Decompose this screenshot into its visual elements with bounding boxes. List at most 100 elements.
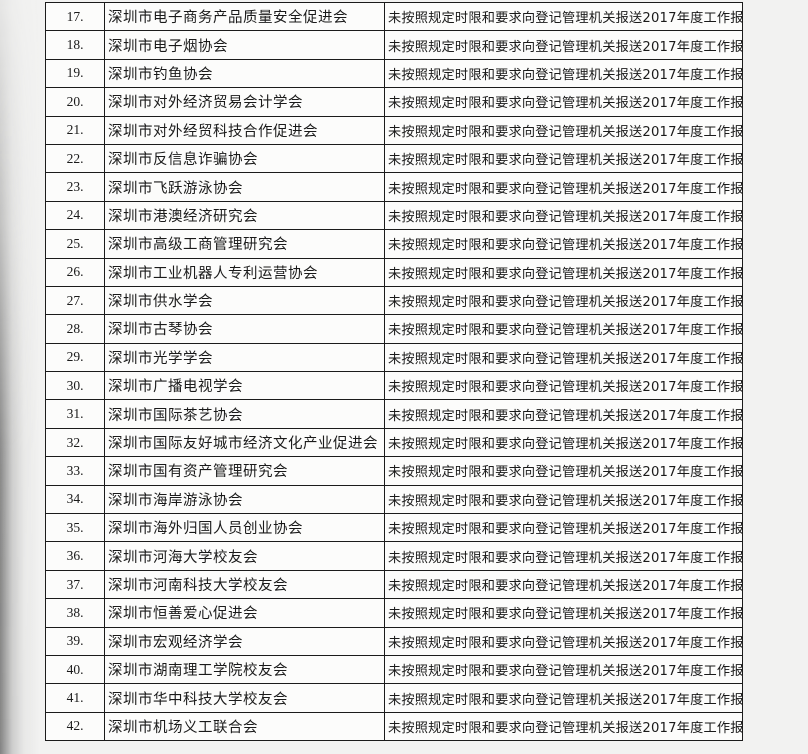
- table-row: 29. 深圳市光学学会 未按照规定时限和要求向登记管理机关报送2017年度工作报…: [45, 342, 743, 373]
- table-row: 30. 深圳市广播电视学会 未按照规定时限和要求向登记管理机关报送2017年度工…: [45, 371, 743, 401]
- violation-reason-cell: 未按照规定时限和要求向登记管理机关报送2017年度工作报告: [384, 541, 743, 571]
- organization-name-cell: 深圳市恒善爱心促进会: [104, 598, 385, 628]
- row-number-cell: 26.: [45, 257, 105, 287]
- row-number-cell: 36.: [45, 541, 105, 571]
- table-row: 27. 深圳市供水学会 未按照规定时限和要求向登记管理机关报送2017年度工作报…: [45, 285, 743, 316]
- organization-name-cell: 深圳市宏观经济学会: [104, 626, 385, 656]
- scan-edge-shadow: [0, 0, 42, 754]
- organization-name-cell: 深圳市供水学会: [104, 285, 385, 316]
- organization-name-cell: 深圳市河海大学校友会: [104, 541, 385, 571]
- violation-reason-cell: 未按照规定时限和要求向登记管理机关报送2017年度工作报告: [384, 626, 743, 656]
- organization-name-cell: 深圳市工业机器人专利运营协会: [104, 257, 385, 287]
- row-number-cell: 31.: [45, 399, 105, 429]
- row-number-cell: 30.: [45, 371, 105, 401]
- table-row: 26. 深圳市工业机器人专利运营协会 未按照规定时限和要求向登记管理机关报送20…: [45, 257, 743, 287]
- row-number-cell: 24.: [45, 200, 105, 231]
- violation-reason-cell: 未按照规定时限和要求向登记管理机关报送2017年度工作报告: [384, 285, 743, 316]
- organization-name-cell: 深圳市古琴协会: [104, 314, 385, 344]
- row-number-cell: 22.: [45, 143, 105, 174]
- row-number-cell: 41.: [45, 683, 105, 713]
- organization-name-cell: 深圳市高级工商管理研究会: [104, 229, 385, 259]
- row-number-cell: 28.: [45, 314, 105, 344]
- violation-reason-cell: 未按照规定时限和要求向登记管理机关报送2017年度工作报告: [384, 371, 743, 401]
- table-row: 32. 深圳市国际友好城市经济文化产业促进会 未按照规定时限和要求向登记管理机关…: [45, 427, 743, 458]
- table-row: 36. 深圳市河海大学校友会 未按照规定时限和要求向登记管理机关报送2017年度…: [45, 541, 743, 571]
- organization-name-cell: 深圳市钓鱼协会: [104, 58, 385, 89]
- organization-name-cell: 深圳市海岸游泳协会: [104, 484, 385, 515]
- table-row: 37. 深圳市河南科技大学校友会 未按照规定时限和要求向登记管理机关报送2017…: [45, 569, 743, 600]
- table-row: 19. 深圳市钓鱼协会 未按照规定时限和要求向登记管理机关报送2017年度工作报…: [45, 58, 743, 89]
- violation-reason-cell: 未按照规定时限和要求向登记管理机关报送2017年度工作报告: [384, 342, 743, 373]
- violation-reason-cell: 未按照规定时限和要求向登记管理机关报送2017年度工作报告: [384, 598, 743, 628]
- violation-reason-cell: 未按照规定时限和要求向登记管理机关报送2017年度工作报告: [384, 30, 743, 60]
- violation-reason-cell: 未按照规定时限和要求向登记管理机关报送2017年度工作报告: [384, 200, 743, 231]
- table-row: 33. 深圳市国有资产管理研究会 未按照规定时限和要求向登记管理机关报送2017…: [45, 456, 743, 486]
- organization-name-cell: 深圳市对外经济贸易会计学会: [104, 87, 385, 117]
- violation-reason-cell: 未按照规定时限和要求向登记管理机关报送2017年度工作报告: [384, 569, 743, 600]
- violation-reason-cell: 未按照规定时限和要求向登记管理机关报送2017年度工作报告: [384, 427, 743, 458]
- table-row: 28. 深圳市古琴协会 未按照规定时限和要求向登记管理机关报送2017年度工作报…: [45, 314, 743, 344]
- table-row: 25. 深圳市高级工商管理研究会 未按照规定时限和要求向登记管理机关报送2017…: [45, 229, 743, 259]
- violation-reason-cell: 未按照规定时限和要求向登记管理机关报送2017年度工作报告: [384, 456, 743, 486]
- row-number-cell: 40.: [45, 654, 105, 685]
- row-number-cell: 21.: [45, 115, 105, 145]
- organization-name-cell: 深圳市港澳经济研究会: [104, 200, 385, 231]
- table-row: 31. 深圳市国际茶艺协会 未按照规定时限和要求向登记管理机关报送2017年度工…: [45, 399, 743, 429]
- organization-name-cell: 深圳市飞跃游泳协会: [104, 172, 385, 202]
- row-number-cell: 19.: [45, 58, 105, 89]
- organization-name-cell: 深圳市电子商务产品质量安全促进会: [104, 1, 385, 32]
- organization-name-cell: 深圳市华中科技大学校友会: [104, 683, 385, 713]
- table-row: 21. 深圳市对外经贸科技合作促进会 未按照规定时限和要求向登记管理机关报送20…: [45, 115, 743, 145]
- row-number-cell: 39.: [45, 626, 105, 656]
- violation-reason-cell: 未按照规定时限和要求向登记管理机关报送2017年度工作报告: [384, 229, 743, 259]
- table-row: 35. 深圳市海外归国人员创业协会 未按照规定时限和要求向登记管理机关报送201…: [45, 513, 743, 543]
- violation-reason-cell: 未按照规定时限和要求向登记管理机关报送2017年度工作报告: [384, 1, 743, 32]
- table-row: 20. 深圳市对外经济贸易会计学会 未按照规定时限和要求向登记管理机关报送201…: [45, 87, 743, 117]
- table-row: 24. 深圳市港澳经济研究会 未按照规定时限和要求向登记管理机关报送2017年度…: [45, 200, 743, 231]
- organization-name-cell: 深圳市反信息诈骗协会: [104, 143, 385, 174]
- organization-name-cell: 深圳市光学学会: [104, 342, 385, 373]
- table-row: 39. 深圳市宏观经济学会 未按照规定时限和要求向登记管理机关报送2017年度工…: [45, 626, 743, 656]
- row-number-cell: 34.: [45, 484, 105, 515]
- violation-table-body: 17. 深圳市电子商务产品质量安全促进会 未按照规定时限和要求向登记管理机关报送…: [45, 1, 743, 742]
- violation-reason-cell: 未按照规定时限和要求向登记管理机关报送2017年度工作报告: [384, 654, 743, 685]
- violation-reason-cell: 未按照规定时限和要求向登记管理机关报送2017年度工作报告: [384, 513, 743, 543]
- row-number-cell: 37.: [45, 569, 105, 600]
- organization-name-cell: 深圳市湖南理工学院校友会: [104, 654, 385, 685]
- violation-reason-cell: 未按照规定时限和要求向登记管理机关报送2017年度工作报告: [384, 484, 743, 515]
- organization-name-cell: 深圳市国际茶艺协会: [104, 399, 385, 429]
- table-row: 17. 深圳市电子商务产品质量安全促进会 未按照规定时限和要求向登记管理机关报送…: [45, 1, 743, 32]
- violation-reason-cell: 未按照规定时限和要求向登记管理机关报送2017年度工作报告: [384, 58, 743, 89]
- table-row: 42. 深圳市机场义工联合会 未按照规定时限和要求向登记管理机关报送2017年度…: [45, 711, 743, 742]
- organization-name-cell: 深圳市对外经贸科技合作促进会: [104, 115, 385, 145]
- row-number-cell: 20.: [45, 87, 105, 117]
- violation-reason-cell: 未按照规定时限和要求向登记管理机关报送2017年度工作报告: [384, 87, 743, 117]
- organization-name-cell: 深圳市海外归国人员创业协会: [104, 513, 385, 543]
- table-row: 38. 深圳市恒善爱心促进会 未按照规定时限和要求向登记管理机关报送2017年度…: [45, 598, 743, 628]
- row-number-cell: 29.: [45, 342, 105, 373]
- row-number-cell: 38.: [45, 598, 105, 628]
- violation-reason-cell: 未按照规定时限和要求向登记管理机关报送2017年度工作报告: [384, 314, 743, 344]
- row-number-cell: 35.: [45, 513, 105, 543]
- table-row: 22. 深圳市反信息诈骗协会 未按照规定时限和要求向登记管理机关报送2017年度…: [45, 143, 743, 174]
- table-row: 34. 深圳市海岸游泳协会 未按照规定时限和要求向登记管理机关报送2017年度工…: [45, 484, 743, 515]
- violation-reason-cell: 未按照规定时限和要求向登记管理机关报送2017年度工作报告: [384, 115, 743, 145]
- violation-table: 17. 深圳市电子商务产品质量安全促进会 未按照规定时限和要求向登记管理机关报送…: [45, 1, 743, 742]
- row-number-cell: 33.: [45, 456, 105, 486]
- violation-reason-cell: 未按照规定时限和要求向登记管理机关报送2017年度工作报告: [384, 172, 743, 202]
- violation-reason-cell: 未按照规定时限和要求向登记管理机关报送2017年度工作报告: [384, 399, 743, 429]
- violation-reason-cell: 未按照规定时限和要求向登记管理机关报送2017年度工作报告: [384, 683, 743, 713]
- organization-name-cell: 深圳市国有资产管理研究会: [104, 456, 385, 486]
- row-number-cell: 42.: [45, 711, 105, 742]
- organization-name-cell: 深圳市电子烟协会: [104, 30, 385, 60]
- row-number-cell: 18.: [45, 30, 105, 60]
- violation-reason-cell: 未按照规定时限和要求向登记管理机关报送2017年度工作报告: [384, 257, 743, 287]
- table-row: 23. 深圳市飞跃游泳协会 未按照规定时限和要求向登记管理机关报送2017年度工…: [45, 172, 743, 202]
- violation-reason-cell: 未按照规定时限和要求向登记管理机关报送2017年度工作报告: [384, 143, 743, 174]
- table-row: 41. 深圳市华中科技大学校友会 未按照规定时限和要求向登记管理机关报送2017…: [45, 683, 743, 713]
- organization-name-cell: 深圳市国际友好城市经济文化产业促进会: [104, 427, 385, 458]
- row-number-cell: 27.: [45, 285, 105, 316]
- row-number-cell: 23.: [45, 172, 105, 202]
- violation-reason-cell: 未按照规定时限和要求向登记管理机关报送2017年度工作报告: [384, 711, 743, 742]
